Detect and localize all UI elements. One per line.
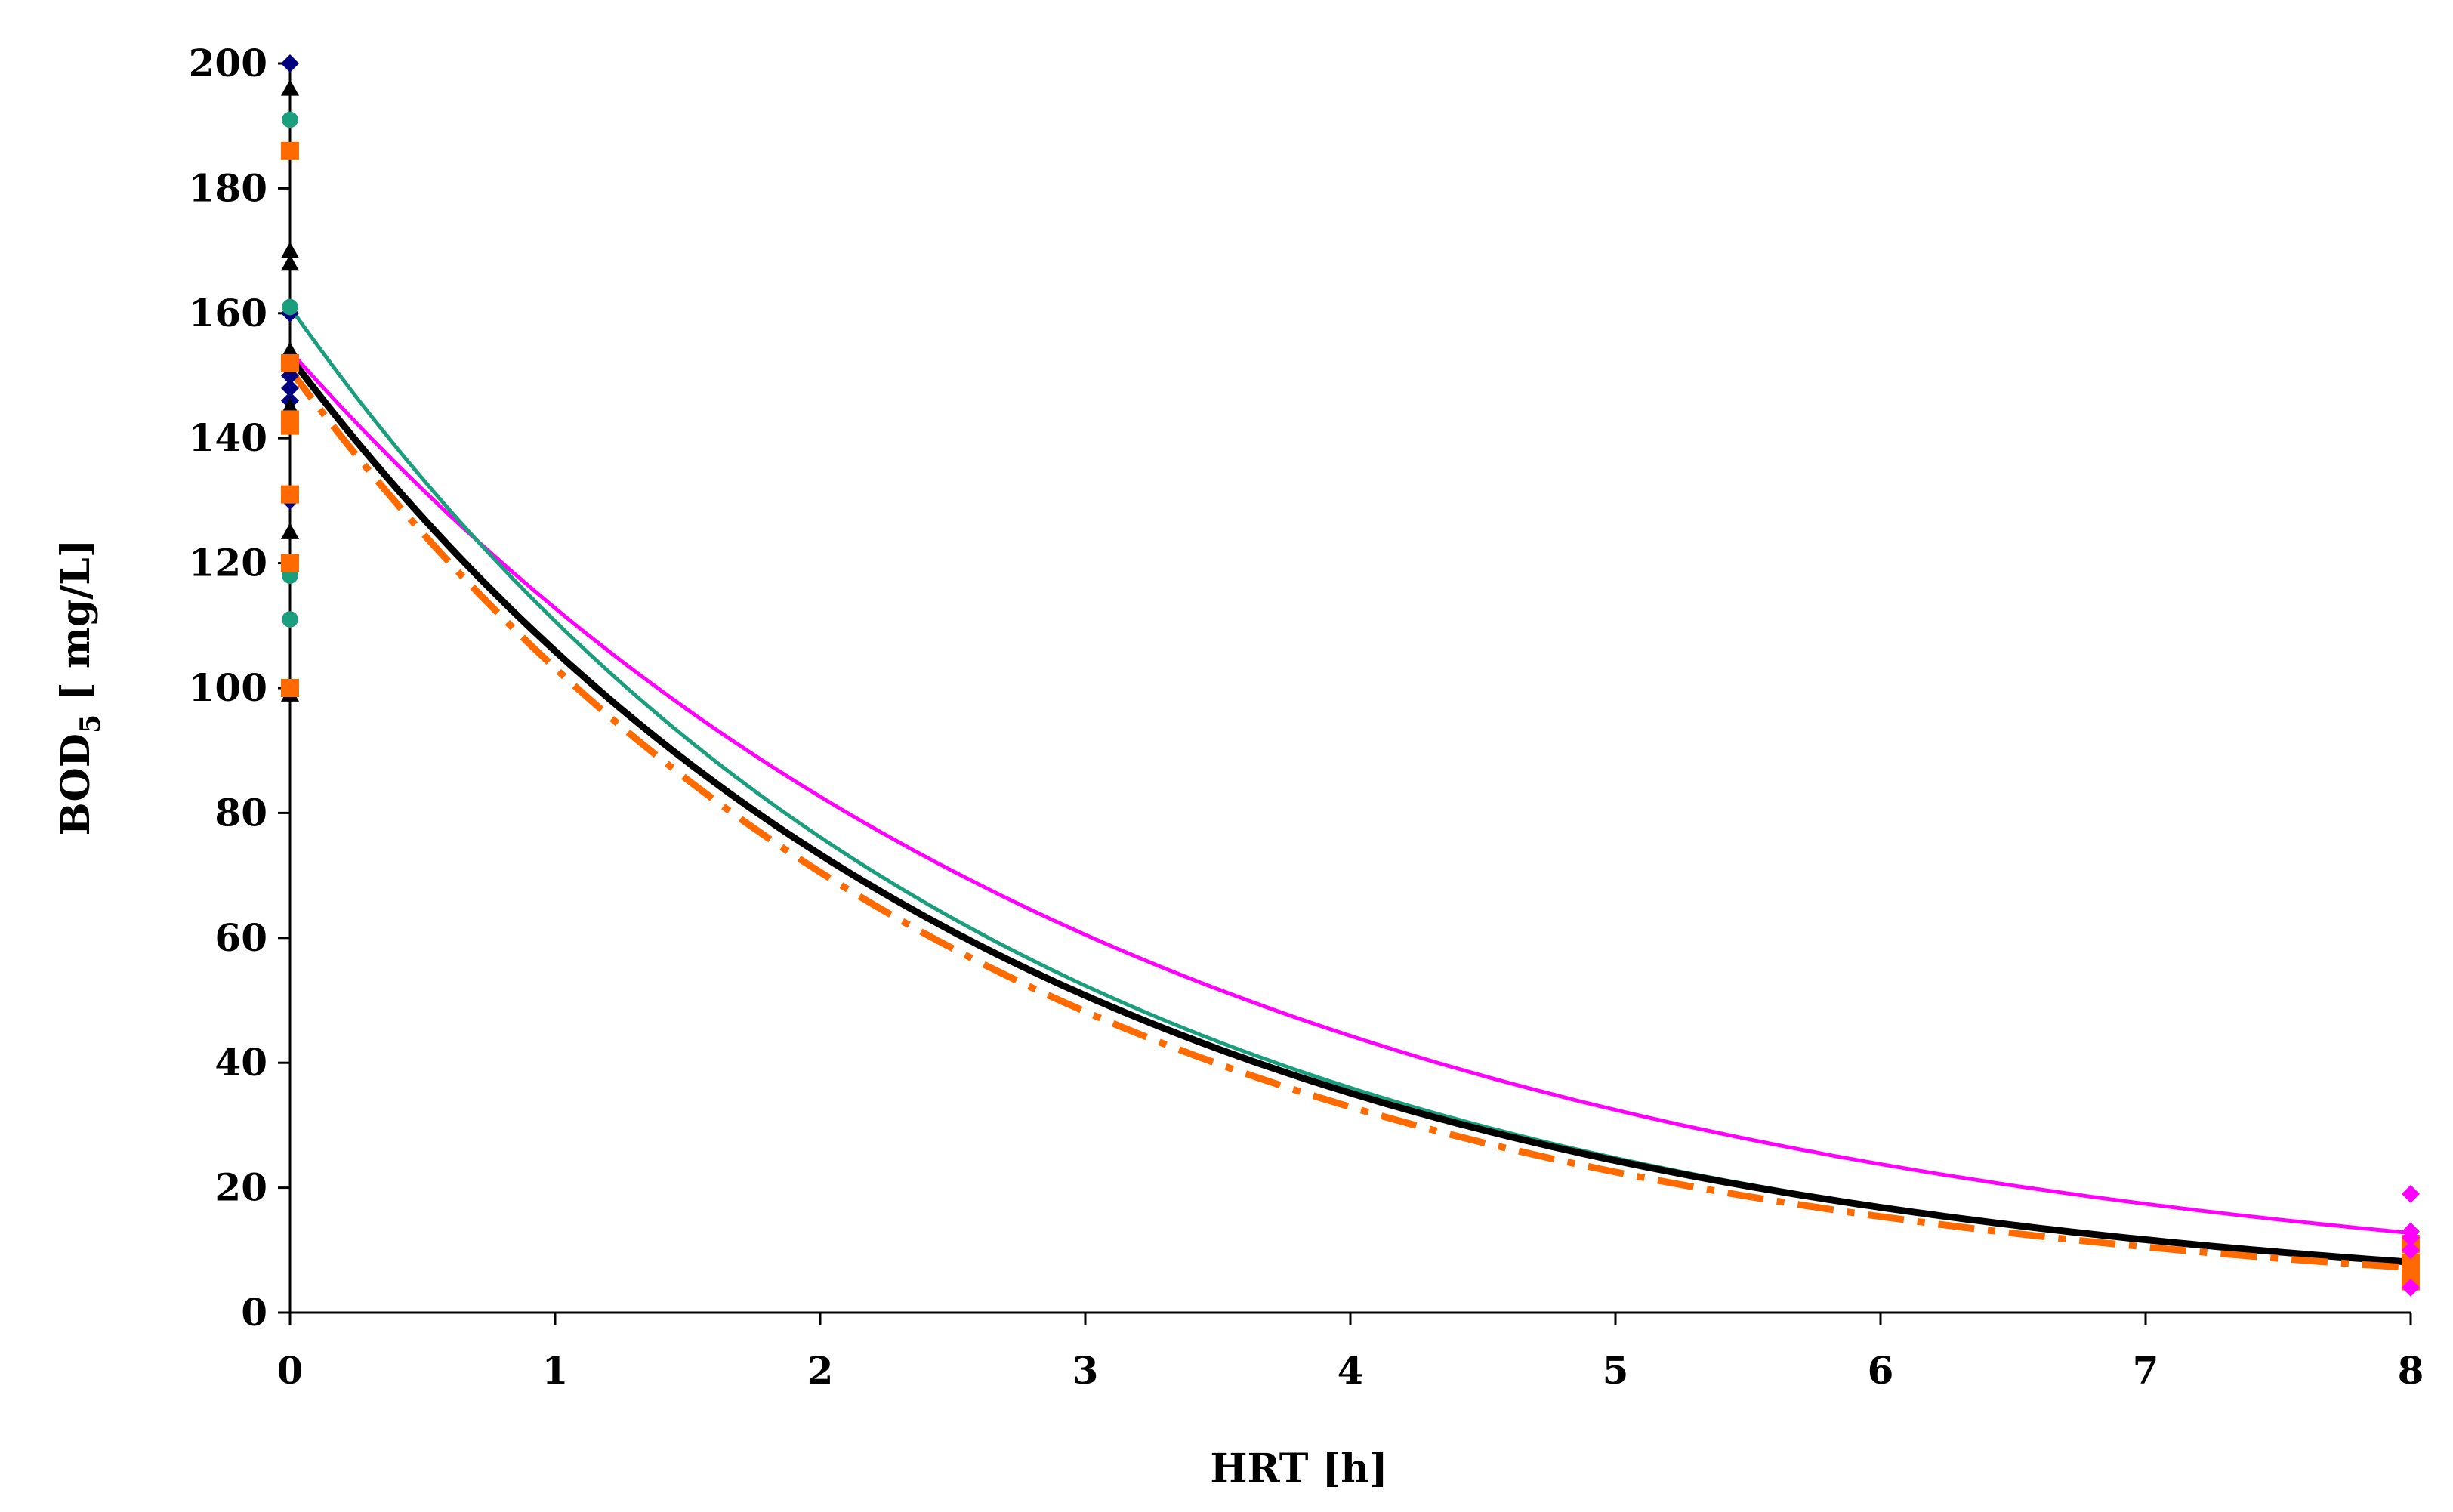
data-point-diamond (2402, 1228, 2420, 1247)
y-axis-title-subscript: 5 (75, 714, 106, 733)
y-axis-title-main: BOD (53, 733, 99, 835)
x-tick-label: 7 (2133, 1348, 2159, 1393)
data-point-triangle (281, 397, 299, 415)
x-axis-title: HRT [h] (1210, 1446, 1387, 1492)
fit-curve-1 (288, 349, 2411, 1235)
data-point-circle (282, 111, 298, 128)
data-point-triangle (281, 523, 299, 539)
y-tick-label: 60 (214, 915, 267, 960)
y-tick-label: 180 (189, 165, 267, 210)
y-tick-label: 80 (214, 790, 267, 835)
data-point-square (281, 416, 299, 435)
y-tick-label: 100 (189, 665, 267, 710)
y-axis-title: BOD5 [ mg/L] (53, 539, 106, 836)
y-tick-label: 120 (189, 541, 267, 585)
y-tick-label: 160 (189, 291, 267, 335)
x-tick-label: 2 (807, 1348, 834, 1393)
data-point-square (281, 353, 299, 372)
y-axis-title-unit: [ mg/L] (53, 539, 99, 714)
fit-curve-4 (287, 367, 2411, 1272)
data-point-diamond (2402, 1184, 2420, 1203)
fit-curve-2 (288, 306, 2411, 1264)
x-tick-label: 6 (1868, 1348, 1894, 1393)
data-point-triangle (281, 242, 299, 258)
y-tick-label: 20 (214, 1165, 267, 1210)
fitted-curves (287, 306, 2411, 1272)
data-point-diamond (281, 379, 299, 398)
x-tick-label: 0 (277, 1348, 304, 1393)
x-tick-label: 1 (542, 1348, 569, 1393)
data-point-circle (282, 611, 298, 628)
axes: 0 20 40 60 80 100 120 140 160 180 200 0 1 2 3 4 5 6 7 8 (189, 41, 2424, 1393)
y-tick-label: 200 (189, 41, 267, 85)
data-point-square (281, 141, 299, 160)
fit-curve-3 (287, 354, 2411, 1266)
data-point-triangle (281, 79, 299, 96)
axis-labels: HRT [h] BOD5 [ mg/L] (53, 539, 1388, 1492)
data-point-triangle (281, 341, 299, 359)
y-tick-label: 0 (241, 1290, 267, 1335)
x-tick-label: 3 (1072, 1348, 1099, 1393)
data-point-diamond (281, 54, 299, 73)
x-tick-label: 8 (2398, 1348, 2424, 1393)
y-tick-label: 40 (214, 1040, 267, 1085)
data-point-square (281, 554, 299, 572)
data-point-diamond (2402, 1241, 2420, 1260)
y-tick-label: 140 (189, 415, 267, 460)
data-points (281, 54, 2420, 1297)
data-point-circle (282, 298, 298, 316)
x-tick-label: 4 (1338, 1348, 1364, 1393)
data-point-square (281, 679, 299, 697)
data-point-square (281, 485, 299, 504)
x-tick-label: 5 (1603, 1348, 1629, 1393)
data-point-triangle (281, 254, 299, 271)
data-point-diamond (2402, 1278, 2420, 1297)
